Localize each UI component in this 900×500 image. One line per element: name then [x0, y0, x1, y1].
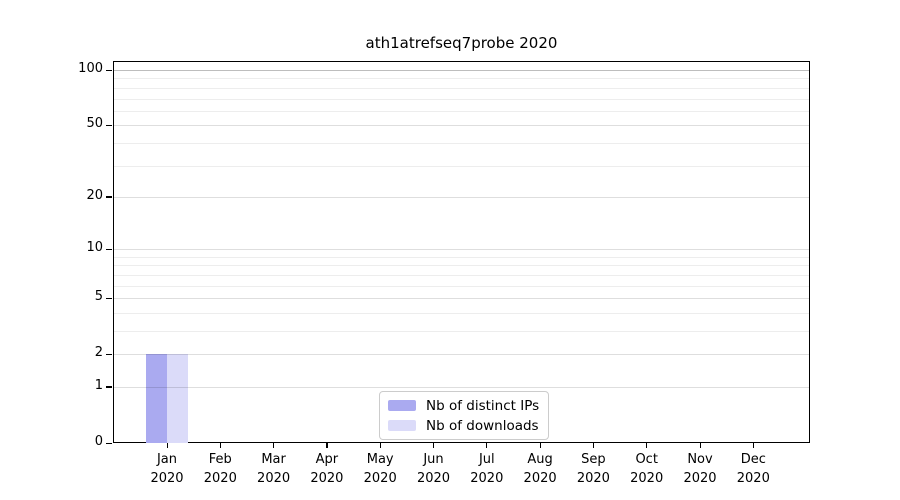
x-tick-year: 2020 [576, 471, 610, 486]
x-tick-year: 2020 [470, 471, 504, 486]
gridline-minor [113, 274, 810, 276]
x-tick-label: Dec 2020 [723, 450, 783, 488]
gridline-minor [113, 330, 810, 332]
x-tick-mark [379, 443, 381, 448]
y-tick-label: 20 [86, 187, 103, 203]
x-tick-month: Nov [687, 452, 713, 467]
y-tick-label: 0 [94, 434, 103, 449]
y-tick-mark [106, 442, 112, 444]
legend-label: Nb of downloads [426, 417, 539, 434]
legend-label: Nb of distinct IPs [426, 397, 540, 414]
y-tick-mark [106, 248, 112, 250]
y-tick-label: 2 [94, 345, 103, 361]
gridline-major [113, 249, 810, 251]
x-tick-year: 2020 [416, 471, 451, 486]
gridline-minor [113, 285, 810, 287]
x-tick-label: May 2020 [350, 450, 410, 488]
gridline-minor [113, 110, 810, 112]
x-tick-label: Jul 2020 [457, 450, 517, 488]
gridline-major [113, 298, 810, 300]
x-tick-month: Aug [527, 452, 553, 467]
x-tick-month: Sep [581, 452, 606, 467]
legend: Nb of distinct IPs Nb of downloads [379, 391, 550, 440]
y-tick-mark [106, 297, 112, 299]
x-tick-year: 2020 [736, 471, 770, 486]
x-tick-label: Sep 2020 [563, 450, 623, 488]
x-tick-month: Jul [478, 452, 495, 467]
y-tick-label: 1 [94, 377, 103, 393]
gridline-major [113, 386, 810, 388]
x-tick-label: Oct 2020 [617, 450, 677, 488]
x-tick-year: 2020 [363, 471, 397, 486]
gridline-minor [113, 256, 810, 258]
x-tick-mark [166, 443, 168, 448]
x-tick-label: Nov 2020 [670, 450, 730, 488]
x-tick-year: 2020 [683, 471, 717, 486]
y-tick-label: 10 [86, 240, 103, 256]
x-tick-mark [326, 443, 328, 448]
gridline-minor [113, 265, 810, 267]
gridline-minor [113, 142, 810, 144]
plot-area [113, 61, 810, 443]
x-tick-year: 2020 [310, 471, 344, 486]
gridline-minor [113, 98, 810, 100]
y-tick-label: 5 [94, 289, 103, 305]
legend-swatch-downloads [388, 420, 416, 431]
y-tick-label: 100 [78, 61, 103, 77]
x-tick-year: 2020 [150, 471, 184, 486]
x-tick-mark [646, 443, 648, 448]
x-tick-mark [752, 443, 754, 448]
x-tick-month: Jun [423, 452, 444, 467]
y-tick-mark [106, 124, 112, 126]
x-tick-month: Jan [156, 452, 178, 467]
x-tick-mark [219, 443, 221, 448]
x-tick-month: Oct [635, 452, 658, 467]
legend-row: Nb of downloads [388, 417, 539, 434]
x-tick-label: Jun 2020 [404, 450, 464, 488]
x-tick-month: May [366, 452, 394, 467]
x-tick-label: Aug 2020 [510, 450, 570, 488]
gridline-major [113, 196, 810, 198]
x-tick-label: Jan 2020 [137, 450, 197, 488]
x-tick-month: Dec [740, 452, 766, 467]
x-tick-mark [273, 443, 275, 448]
x-tick-month: Apr [315, 452, 339, 467]
x-tick-mark [699, 443, 701, 448]
gridline-minor [113, 312, 810, 314]
x-tick-mark [433, 443, 435, 448]
y-tick-mark [106, 196, 112, 198]
x-tick-year: 2020 [257, 471, 291, 486]
x-tick-label: Feb 2020 [190, 450, 250, 488]
x-tick-year: 2020 [523, 471, 557, 486]
x-tick-mark [592, 443, 595, 448]
legend-swatch-distinct-ips [388, 400, 416, 411]
gridline-major [113, 354, 810, 356]
x-tick-mark [539, 443, 541, 448]
bar-downloads [167, 354, 188, 443]
x-tick-year: 2020 [203, 471, 237, 486]
gridline-minor [113, 165, 810, 167]
x-tick-label: Mar 2020 [244, 450, 304, 488]
x-tick-label: Apr 2020 [297, 450, 357, 488]
gridline-minor [113, 78, 810, 80]
chart-title: ath1atrefseq7probe 2020 [365, 34, 558, 52]
x-tick-year: 2020 [630, 471, 664, 486]
x-tick-mark [486, 443, 488, 448]
y-tick-mark [106, 353, 112, 355]
gridline-major [113, 70, 810, 72]
legend-row: Nb of distinct IPs [388, 397, 539, 414]
gridline-major [113, 125, 810, 127]
x-tick-month: Mar [261, 452, 286, 467]
bar-distinct-ips [146, 354, 167, 443]
x-tick-month: Feb [208, 452, 232, 467]
gridline-minor [113, 87, 810, 89]
y-tick-mark [106, 69, 112, 71]
y-tick-mark [106, 386, 112, 388]
y-tick-label: 50 [86, 116, 103, 132]
